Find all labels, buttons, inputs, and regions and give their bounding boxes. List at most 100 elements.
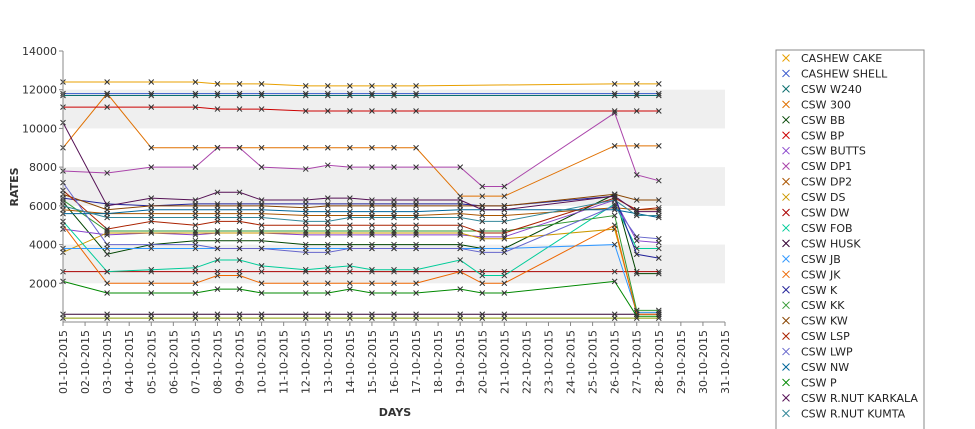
legend-item: CSW LWP [782,346,853,359]
data-point [214,81,221,87]
data-point [611,197,618,203]
data-point [413,208,419,215]
data-point [104,214,110,221]
data-point [324,208,331,215]
x-tick-label: 09-10-2015 [234,330,247,394]
data-point [782,347,790,356]
data-point [302,266,309,273]
series-line [62,280,659,317]
data-point [192,222,199,229]
data-point [148,228,155,234]
y-axis-title: RATES [8,167,21,206]
legend-item: CSW BUTTS [782,145,866,158]
data-point [457,222,464,229]
data-point [347,222,353,229]
x-tick-label: 30-10-2015 [697,330,710,394]
legend-items: CASHEW CAKE CASHEW SHELL CSW W240 CSW 300 CS… [782,52,918,420]
data-point [324,264,331,271]
data-point [324,315,331,321]
data-point [324,162,331,169]
data-point [369,144,375,151]
data-point [413,290,419,296]
data-point [148,144,155,151]
x-tick-label: 26-10-2015 [609,330,622,394]
data-point [148,79,155,85]
data-point [104,290,110,296]
x-tick-label: 04-10-2015 [123,330,136,394]
legend-item: CSW 300 [782,98,851,111]
data-point [611,206,618,213]
data-point [633,268,640,275]
data-point [258,245,265,252]
data-point [655,177,662,184]
y-tick-label: 10000 [22,122,57,135]
data-point [214,245,221,252]
data-point [413,92,419,99]
data-point [782,254,790,263]
legend-label: CSW LWP [801,346,853,359]
data-point [479,280,486,287]
data-point [258,206,265,213]
data-point [347,92,353,99]
data-point [302,228,309,234]
data-point [324,203,331,209]
data-point [655,108,662,114]
data-point [302,280,309,287]
data-point [479,272,486,279]
legend-label: CSW LSP [801,330,850,343]
x-tick-label: 24-10-2015 [565,330,578,394]
data-point [369,214,375,221]
data-point [633,315,640,321]
data-point [236,106,243,112]
series-line [63,106,659,112]
data-point [104,228,110,234]
data-point [782,224,790,232]
data-point [782,285,790,294]
data-point [369,266,375,273]
data-point [391,82,397,89]
x-tick-label: 17-10-2015 [410,330,423,394]
legend-label: CSW R.NUT KARKALA [801,392,918,405]
data-point [148,214,155,221]
data-point [214,214,221,221]
data-point [324,218,331,225]
data-point [258,222,265,229]
data-point [258,290,265,296]
data-point [236,189,243,196]
data-point [611,268,618,275]
x-tick-label: 11-10-2015 [278,330,291,394]
data-point [782,378,790,387]
legend-label: CSW KW [801,315,848,328]
data-point [501,212,508,219]
data-point [258,164,265,170]
data-point [782,239,790,248]
data-point [479,206,486,213]
data-point [258,280,265,287]
data-point [347,228,353,234]
data-point [633,233,640,240]
legend-label: CSW K [801,284,838,297]
data-point [413,228,419,234]
data-point [413,144,419,151]
data-point [457,214,464,221]
data-point [782,363,790,371]
x-tick-labels: 01-10-2015 02-10-2015 03-10-2015 04-10-2015… [57,322,732,394]
data-point [413,280,419,287]
data-point [369,228,375,234]
data-point [655,307,662,314]
y-tick-label: 14000 [22,45,57,58]
data-point [192,280,199,287]
x-tick-label: 03-10-2015 [101,330,114,394]
data-point [391,245,397,252]
series-csw-lsp [60,187,662,236]
data-point [501,193,508,200]
data-point [633,92,640,99]
data-point [347,108,353,114]
data-point [104,241,110,248]
data-point [236,237,243,244]
series-csw-w240 [60,92,662,99]
data-point [302,144,309,151]
legend-label: CSW DP2 [801,176,852,189]
data-point [413,315,419,321]
